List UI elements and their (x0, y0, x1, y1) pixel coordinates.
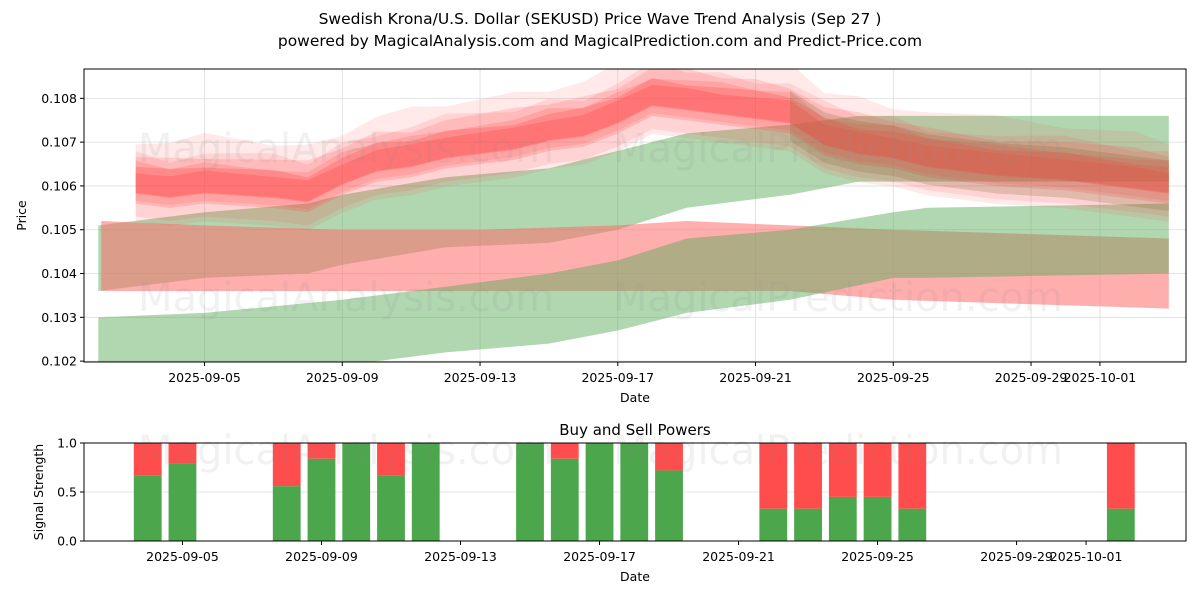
x-axis-label: Date (620, 569, 650, 584)
wave-layer (135, 85, 1169, 202)
x-tick-label: 2025-09-21 (702, 549, 775, 564)
price-axes: 0.102 0.103 0.104 0.105 0.106 0.107 0.108 2025-… (14, 91, 1136, 405)
signal-axes: 0.0 0.5 1.0 2025-09-05 2025-09-09 2025-09-13 2… (31, 421, 1122, 584)
wave-layer (135, 78, 1169, 203)
wave-layer (135, 69, 1169, 226)
sell-bar (898, 443, 927, 509)
x-tick-label: 2025-09-25 (857, 370, 930, 385)
buy-bar (516, 443, 544, 541)
buy-bar (1106, 508, 1135, 541)
buy-bar (898, 508, 927, 541)
sell-bar (272, 443, 301, 487)
watermark-text: MagicalAnalysis.com (138, 126, 554, 172)
sell-bar (377, 443, 405, 476)
buy-bar (759, 508, 788, 541)
price-watermarks: MagicalAnalysis.com MagicalPrediction.com… (138, 126, 1063, 321)
y-axis-label: Signal Strength (31, 444, 46, 540)
sell-bar (133, 443, 162, 476)
signal-bars (133, 443, 1135, 541)
x-tick-label: 2025-09-09 (285, 549, 358, 564)
x-tick-label: 2025-09-17 (581, 370, 654, 385)
watermark-text: MagicalPrediction.com (613, 275, 1063, 321)
buy-bar (585, 443, 614, 541)
buy-bar (272, 486, 301, 541)
signal-watermarks: MagicalAnalysis.com MagicalPrediction.com (138, 428, 1063, 474)
buy-bar (377, 475, 405, 541)
sell-bar (655, 443, 683, 471)
wave-layer (135, 69, 1169, 210)
x-tick-label: 2025-10-01 (1064, 370, 1137, 385)
x-tick-label: 2025-09-13 (444, 370, 517, 385)
y-tick-label: 1.0 (57, 436, 77, 451)
y-tick-label: 0.106 (41, 178, 77, 193)
sell-bar (168, 443, 197, 464)
middle-red-band (101, 221, 1169, 309)
y-tick-label: 0.0 (57, 534, 77, 549)
y-tick-label: 0.104 (41, 266, 77, 281)
sell-bar (759, 443, 788, 509)
x-tick-label: 2025-09-25 (841, 549, 914, 564)
wave-layer (135, 69, 1169, 231)
wave-overlap-shade (790, 90, 1169, 211)
x-tick-label: 2025-10-01 (1050, 549, 1123, 564)
y-tick-label: 0.105 (41, 222, 77, 237)
buy-bar (828, 496, 857, 541)
buy-bar (655, 470, 683, 541)
chart-subtitle: powered by MagicalAnalysis.com and Magic… (277, 32, 923, 50)
chart-title: Swedish Krona/U.S. Dollar (SEKUSD) Price… (318, 10, 882, 28)
sell-bar (828, 443, 857, 497)
y-tick-label: 0.103 (41, 310, 77, 325)
y-tick-label: 0.102 (41, 354, 77, 369)
sell-bar (794, 443, 822, 509)
buy-bar (168, 463, 197, 541)
x-tick-label: 2025-09-17 (563, 549, 636, 564)
y-tick-label: 0.108 (41, 91, 77, 106)
price-wave (135, 69, 1169, 231)
lower-green-band (98, 203, 1169, 362)
watermark-text: MagicalPrediction.com (613, 126, 1063, 172)
sell-bar (550, 443, 579, 459)
x-tick-label: 2025-09-05 (168, 370, 241, 385)
buy-bar (620, 443, 649, 541)
buy-bar (133, 475, 162, 541)
sell-bar (863, 443, 892, 497)
subplot-title: Buy and Sell Powers (559, 421, 711, 439)
watermark-text: MagicalPrediction.com (613, 428, 1063, 474)
price-axes-frame (83, 68, 1187, 363)
watermark-text: MagicalAnalysis.com (138, 428, 554, 474)
watermark-text: MagicalAnalysis.com (138, 275, 554, 321)
wave-layer (135, 78, 1169, 213)
buy-bar (411, 443, 440, 541)
buy-bar (342, 443, 371, 541)
buy-bar (794, 508, 822, 541)
buy-bar (863, 496, 892, 541)
y-tick-label: 0.107 (41, 135, 77, 150)
buy-bar (307, 458, 336, 541)
y-axis-label: Price (14, 200, 29, 231)
price-bands (98, 115, 1169, 362)
x-tick-label: 2025-09-05 (146, 549, 219, 564)
x-axis-label: Date (620, 390, 650, 405)
buy-bar (550, 458, 579, 541)
sell-bar (1106, 443, 1135, 509)
x-tick-label: 2025-09-21 (719, 370, 792, 385)
sell-bar (307, 443, 336, 459)
y-tick-label: 0.5 (57, 485, 77, 500)
x-tick-label: 2025-09-13 (424, 549, 497, 564)
x-tick-label: 2025-09-29 (995, 370, 1068, 385)
x-tick-label: 2025-09-29 (980, 549, 1053, 564)
x-tick-label: 2025-09-09 (306, 370, 379, 385)
